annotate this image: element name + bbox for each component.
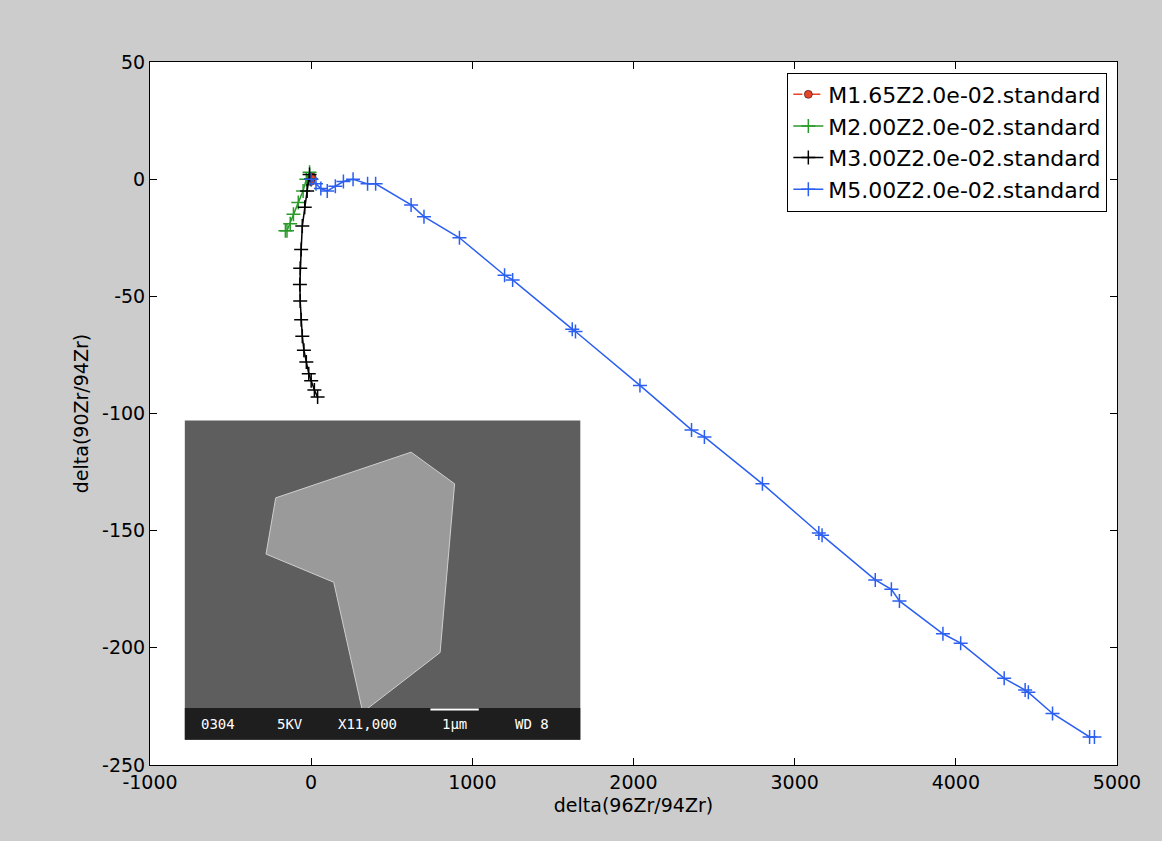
svg-text:delta(96Zr/94Zr): delta(96Zr/94Zr) <box>554 794 713 816</box>
svg-text:M5.00Z2.0e-02.standard: M5.00Z2.0e-02.standard <box>828 178 1100 203</box>
svg-text:delta(90Zr/94Zr): delta(90Zr/94Zr) <box>70 334 92 493</box>
svg-text:M2.00Z2.0e-02.standard: M2.00Z2.0e-02.standard <box>828 115 1100 140</box>
svg-text:0304: 0304 <box>201 716 235 732</box>
svg-text:5KV: 5KV <box>277 716 303 732</box>
svg-text:5000: 5000 <box>1093 771 1141 793</box>
svg-text:-1000: -1000 <box>122 771 177 793</box>
svg-text:M3.00Z2.0e-02.standard: M3.00Z2.0e-02.standard <box>828 146 1100 171</box>
svg-text:1μm: 1μm <box>442 716 467 732</box>
svg-text:M1.65Z2.0e-02.standard: M1.65Z2.0e-02.standard <box>828 83 1100 108</box>
svg-text:WD 8: WD 8 <box>515 716 549 732</box>
svg-text:1000: 1000 <box>448 771 496 793</box>
svg-text:0: 0 <box>133 168 145 190</box>
svg-text:-50: -50 <box>114 285 145 307</box>
svg-text:4000: 4000 <box>932 771 980 793</box>
svg-text:2000: 2000 <box>609 771 657 793</box>
svg-text:-100: -100 <box>102 402 145 424</box>
svg-text:-250: -250 <box>102 754 145 776</box>
svg-text:X11,000: X11,000 <box>338 716 397 732</box>
svg-text:50: 50 <box>121 51 145 73</box>
svg-text:3000: 3000 <box>770 771 818 793</box>
svg-text:-200: -200 <box>102 636 145 658</box>
svg-text:-150: -150 <box>102 519 145 541</box>
svg-text:0: 0 <box>305 771 317 793</box>
